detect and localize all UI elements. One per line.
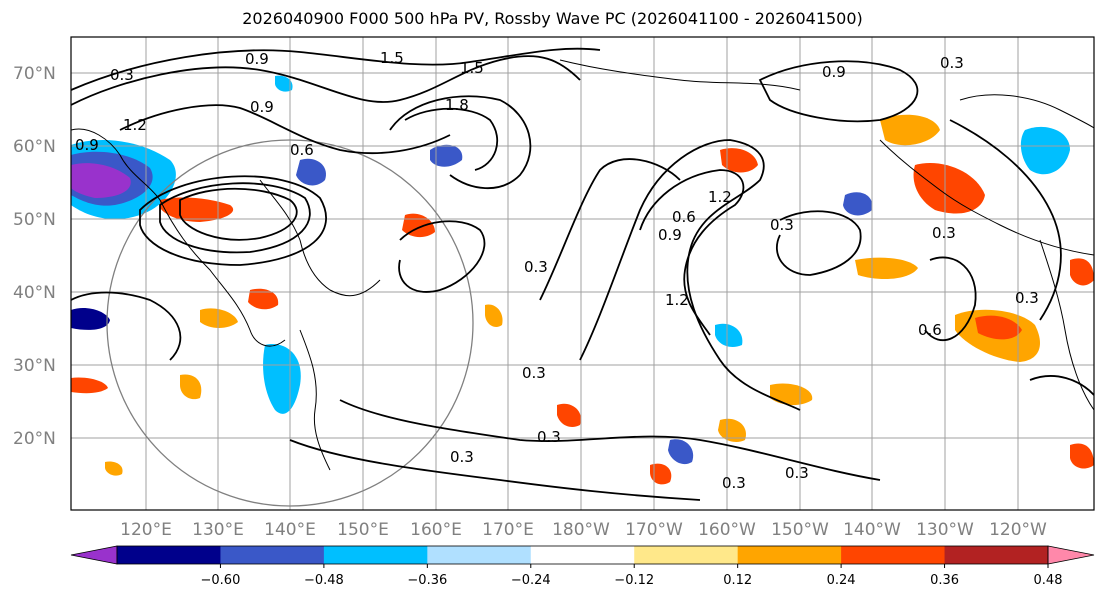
anomaly-shading bbox=[71, 75, 1094, 485]
colorbar-segment bbox=[427, 546, 532, 564]
contour-label: 0.9 bbox=[250, 98, 274, 116]
map-frame bbox=[70, 36, 1095, 511]
longitude-axis: 120°E 130°E 140°E 150°E 160°E 170°E 180°… bbox=[120, 520, 1047, 540]
lon-label: 150°E bbox=[337, 520, 389, 540]
lon-label: 180°W bbox=[552, 520, 610, 540]
contour-label: 1.2 bbox=[123, 116, 147, 134]
contour-label: 0.3 bbox=[524, 258, 548, 276]
lon-label: 170°W bbox=[625, 520, 683, 540]
contour-label: 1.5 bbox=[380, 49, 404, 67]
contour-label: 0.3 bbox=[537, 428, 561, 446]
contour-label: 1.8 bbox=[445, 96, 469, 114]
contour-label: 0.6 bbox=[672, 208, 696, 226]
coastlines bbox=[71, 59, 1094, 471]
lon-label: 170°E bbox=[482, 520, 534, 540]
colorbar-extend-low bbox=[70, 545, 118, 565]
colorbar-border bbox=[116, 545, 1049, 565]
range-ring bbox=[106, 139, 474, 507]
colorbar-segment bbox=[117, 546, 221, 564]
graticule bbox=[71, 37, 1094, 510]
lon-label: 120°E bbox=[120, 520, 172, 540]
colorbar-segment bbox=[841, 546, 946, 564]
contour-label: 0.3 bbox=[110, 66, 134, 84]
contour-label: 0.3 bbox=[932, 224, 956, 242]
pv-contours bbox=[71, 47, 1094, 501]
lat-label: 20°N bbox=[13, 429, 56, 449]
map-title: 2026040900 F000 500 hPa PV, Rossby Wave … bbox=[242, 9, 863, 28]
colorbar-tick-label: 0.12 bbox=[723, 573, 752, 588]
colorbar-tick-label: −0.36 bbox=[407, 573, 447, 588]
contour-label: 0.9 bbox=[658, 226, 682, 244]
contour-label: 0.6 bbox=[290, 141, 314, 159]
lon-label: 130°E bbox=[192, 520, 244, 540]
colorbar-tick-label: 0.48 bbox=[1034, 573, 1063, 588]
contour-label: 0.9 bbox=[245, 50, 269, 68]
contour-label: 0.3 bbox=[940, 54, 964, 72]
contour-label: 1.2 bbox=[708, 188, 732, 206]
lon-label: 120°W bbox=[989, 520, 1047, 540]
lon-label: 160°E bbox=[410, 520, 462, 540]
contour-label: 0.3 bbox=[450, 448, 474, 466]
contour-label: 1.2 bbox=[665, 291, 689, 309]
contour-label: 1.5 bbox=[460, 59, 484, 77]
contour-label: 0.3 bbox=[722, 474, 746, 492]
lon-label: 140°E bbox=[264, 520, 316, 540]
colorbar-tick-label: −0.24 bbox=[511, 573, 551, 588]
colorbar-tick-label: −0.48 bbox=[304, 573, 344, 588]
lat-label: 30°N bbox=[13, 356, 56, 376]
lon-label: 150°W bbox=[771, 520, 829, 540]
contour-label: 0.3 bbox=[770, 216, 794, 234]
lat-label: 40°N bbox=[13, 283, 56, 303]
lon-label: 140°W bbox=[843, 520, 901, 540]
colorbar-segment bbox=[737, 546, 842, 564]
lat-label: 60°N bbox=[13, 137, 56, 157]
colorbar-extend-high bbox=[1047, 545, 1095, 565]
latitude-axis: 70°N 60°N 50°N 40°N 30°N 20°N bbox=[13, 64, 56, 449]
contour-label: 0.3 bbox=[522, 364, 546, 382]
colorbar-segment bbox=[944, 546, 1049, 564]
contour-label: 0.6 bbox=[918, 321, 942, 339]
lon-label: 160°W bbox=[698, 520, 756, 540]
lat-label: 50°N bbox=[13, 210, 56, 230]
colorbar-segment bbox=[220, 546, 325, 564]
map-area bbox=[71, 37, 1094, 510]
colorbar: −0.60 −0.48 −0.36 −0.24 −0.12 0.12 0.24 0.36 0.4… bbox=[70, 545, 1095, 588]
contour-label: 0.9 bbox=[75, 136, 99, 154]
colorbar-tick-label: −0.12 bbox=[614, 573, 654, 588]
colorbar-tick-label: −0.60 bbox=[201, 573, 241, 588]
contour-label: 0.9 bbox=[822, 63, 846, 81]
contour-label: 0.3 bbox=[785, 464, 809, 482]
colorbar-segment bbox=[634, 546, 739, 564]
contour-label: 0.3 bbox=[1015, 289, 1039, 307]
colorbar-tick-label: 0.24 bbox=[827, 573, 856, 588]
colorbar-tick-label: 0.36 bbox=[930, 573, 959, 588]
colorbar-segment bbox=[530, 546, 635, 564]
contour-labels: 0.9 1.5 1.5 0.3 1.2 1.8 0.9 0.6 0.3 0.9 … bbox=[75, 49, 1039, 492]
colorbar-segment bbox=[323, 546, 428, 564]
lon-label: 130°W bbox=[916, 520, 974, 540]
lat-label: 70°N bbox=[13, 64, 56, 84]
